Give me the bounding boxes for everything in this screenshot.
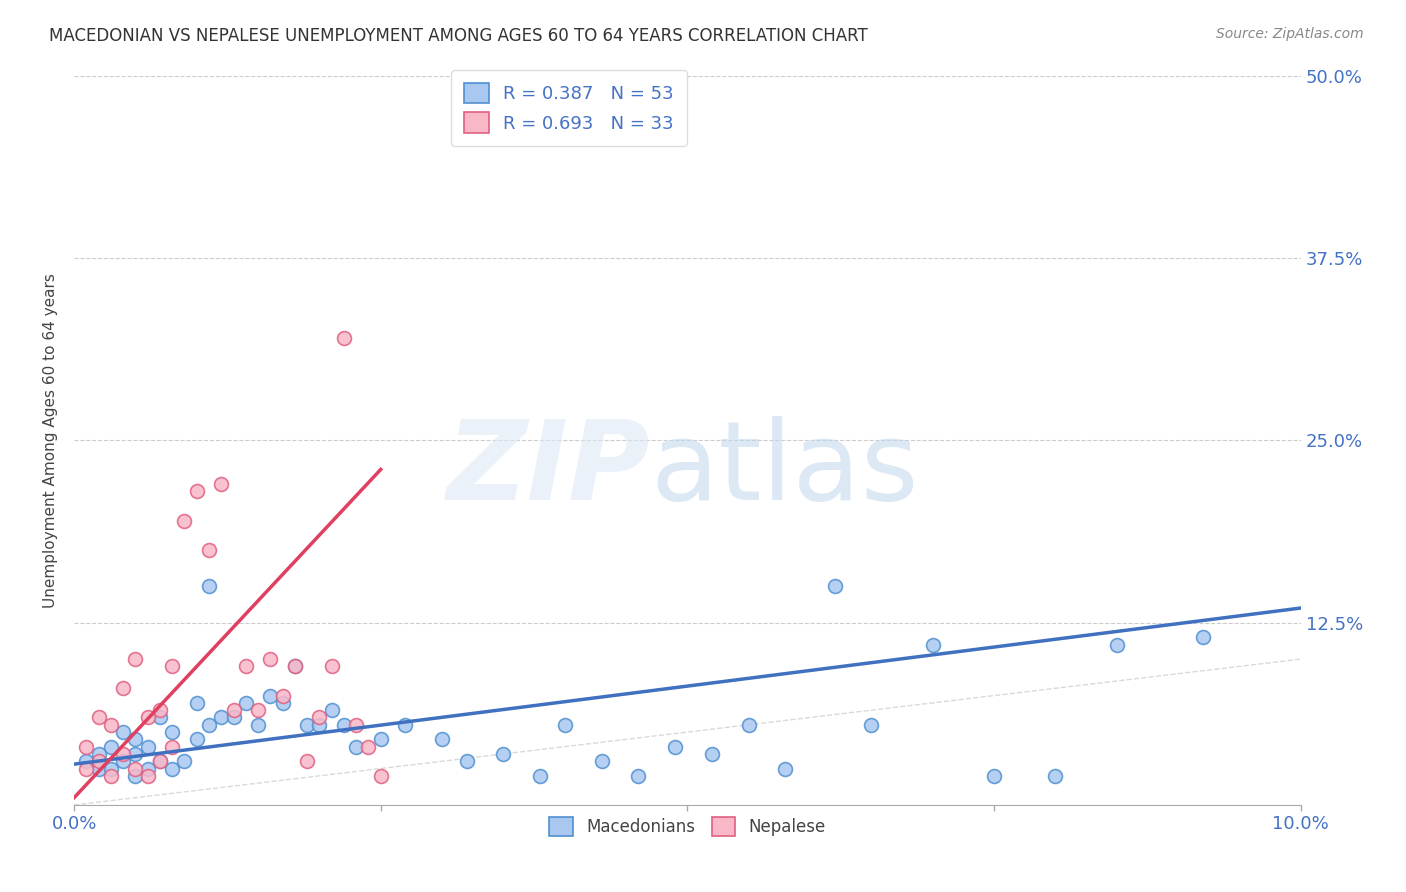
- Point: [149, 710, 172, 724]
- Point: [664, 739, 686, 754]
- Point: [394, 718, 416, 732]
- Point: [1191, 630, 1213, 644]
- Legend: Macedonians, Nepalese: Macedonians, Nepalese: [541, 808, 834, 844]
- Point: [75, 762, 97, 776]
- Point: [112, 681, 135, 696]
- Point: [700, 747, 723, 761]
- Point: [370, 769, 392, 783]
- Point: [284, 659, 307, 673]
- Point: [333, 331, 356, 345]
- Point: [529, 769, 551, 783]
- Point: [100, 739, 122, 754]
- Text: MACEDONIAN VS NEPALESE UNEMPLOYMENT AMONG AGES 60 TO 64 YEARS CORRELATION CHART: MACEDONIAN VS NEPALESE UNEMPLOYMENT AMON…: [49, 27, 868, 45]
- Point: [247, 718, 270, 732]
- Point: [271, 696, 294, 710]
- Point: [160, 659, 183, 673]
- Point: [456, 754, 478, 768]
- Point: [124, 762, 146, 776]
- Point: [87, 747, 110, 761]
- Point: [295, 718, 318, 732]
- Point: [222, 703, 245, 717]
- Point: [136, 710, 159, 724]
- Point: [136, 769, 159, 783]
- Point: [235, 659, 257, 673]
- Point: [321, 659, 343, 673]
- Point: [198, 542, 221, 557]
- Text: atlas: atlas: [651, 416, 920, 523]
- Point: [738, 718, 761, 732]
- Point: [136, 762, 159, 776]
- Point: [112, 747, 135, 761]
- Point: [87, 710, 110, 724]
- Point: [75, 754, 97, 768]
- Point: [198, 718, 221, 732]
- Point: [149, 754, 172, 768]
- Point: [308, 710, 330, 724]
- Point: [124, 732, 146, 747]
- Point: [824, 579, 846, 593]
- Point: [100, 769, 122, 783]
- Point: [198, 579, 221, 593]
- Point: [259, 689, 281, 703]
- Point: [554, 718, 576, 732]
- Point: [247, 703, 270, 717]
- Point: [321, 703, 343, 717]
- Point: [627, 769, 650, 783]
- Text: ZIP: ZIP: [447, 416, 651, 523]
- Point: [160, 762, 183, 776]
- Point: [124, 652, 146, 666]
- Point: [430, 732, 453, 747]
- Point: [492, 747, 515, 761]
- Point: [186, 696, 208, 710]
- Point: [112, 754, 135, 768]
- Point: [124, 747, 146, 761]
- Point: [186, 484, 208, 499]
- Point: [87, 754, 110, 768]
- Point: [149, 703, 172, 717]
- Point: [75, 739, 97, 754]
- Point: [1105, 638, 1128, 652]
- Point: [370, 732, 392, 747]
- Point: [173, 754, 195, 768]
- Point: [344, 718, 367, 732]
- Point: [186, 732, 208, 747]
- Point: [591, 754, 613, 768]
- Point: [173, 514, 195, 528]
- Point: [100, 718, 122, 732]
- Point: [983, 769, 1005, 783]
- Text: Source: ZipAtlas.com: Source: ZipAtlas.com: [1216, 27, 1364, 41]
- Point: [860, 718, 883, 732]
- Point: [149, 754, 172, 768]
- Point: [357, 739, 380, 754]
- Point: [87, 762, 110, 776]
- Point: [344, 739, 367, 754]
- Point: [222, 710, 245, 724]
- Point: [160, 725, 183, 739]
- Point: [209, 710, 232, 724]
- Point: [775, 762, 797, 776]
- Point: [295, 754, 318, 768]
- Point: [921, 638, 943, 652]
- Point: [333, 718, 356, 732]
- Point: [1045, 769, 1067, 783]
- Point: [136, 739, 159, 754]
- Point: [284, 659, 307, 673]
- Point: [124, 769, 146, 783]
- Y-axis label: Unemployment Among Ages 60 to 64 years: Unemployment Among Ages 60 to 64 years: [44, 273, 58, 607]
- Point: [259, 652, 281, 666]
- Point: [308, 718, 330, 732]
- Point: [112, 725, 135, 739]
- Point: [235, 696, 257, 710]
- Point: [160, 739, 183, 754]
- Point: [209, 477, 232, 491]
- Point: [100, 762, 122, 776]
- Point: [271, 689, 294, 703]
